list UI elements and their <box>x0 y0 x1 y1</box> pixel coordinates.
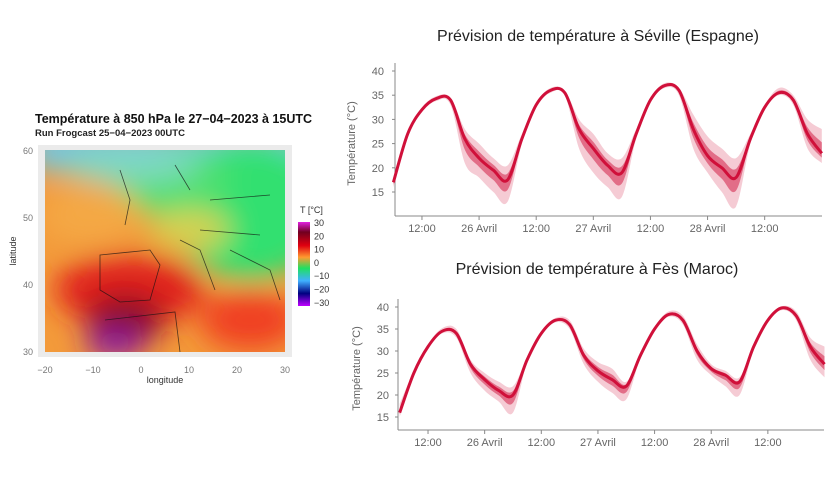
x-tick: −20 <box>37 365 52 375</box>
y-tick: 60 <box>23 146 33 156</box>
y-tick-label: 40 <box>377 302 389 314</box>
y-tick-label: 15 <box>377 412 389 424</box>
y-tick-label: 30 <box>372 114 384 126</box>
x-tick-label: 27 Avril <box>575 223 611 235</box>
median-line <box>398 306 826 414</box>
y-tick-label: 40 <box>372 66 384 78</box>
x-tick-label: 28 Avril <box>693 437 729 449</box>
x-tick: 30 <box>280 365 290 375</box>
y-axis-label: Température (°C) <box>351 326 363 410</box>
colorbar-tick: 30 <box>314 218 324 228</box>
y-tick-label: 30 <box>377 346 389 358</box>
fes-forecast-chart: Prévision de température à Fès (Maroc) 40… <box>351 261 826 449</box>
x-tick: 10 <box>184 365 194 375</box>
y-tick-label: 20 <box>377 390 389 402</box>
x-tick-label: 28 Avril <box>690 223 726 235</box>
y-tick-label: 25 <box>377 368 389 380</box>
outer-ensemble-band <box>399 305 825 417</box>
x-tick-label: 27 Avril <box>580 437 616 449</box>
y-tick-label: 15 <box>372 187 384 199</box>
map-axes: −20 −10 0 10 20 30 30 40 50 60 longitude… <box>8 146 290 385</box>
x-axis-label: longitude <box>147 375 184 385</box>
x-tick-label: 12:00 <box>754 437 782 449</box>
chart-title: Prévision de température à Fès (Maroc) <box>456 261 739 278</box>
x-tick-label: 12:00 <box>408 223 436 235</box>
y-tick-label: 25 <box>372 139 384 151</box>
map-subtitle: Run Frogcast 25−04−2023 00UTC <box>35 128 185 139</box>
x-tick-label: 26 Avril <box>461 223 497 235</box>
x-tick: −10 <box>85 365 100 375</box>
map-title: Température à 850 hPa le 27−04−2023 à 15… <box>35 112 312 126</box>
y-tick: 30 <box>23 347 33 357</box>
map-legend: T [°C] 30 20 10 0 −10 −20 −30 <box>298 205 329 308</box>
inner-ensemble-band <box>393 83 822 193</box>
temperature-map: Température à 850 hPa le 27−04−2023 à 15… <box>8 112 329 385</box>
y-tick-label: 35 <box>372 90 384 102</box>
colorbar-tick: 0 <box>314 258 319 268</box>
seville-forecast-chart: Prévision de température à Séville (Espa… <box>346 28 824 235</box>
inner-ensemble-band <box>399 306 825 415</box>
coastlines <box>99 164 281 352</box>
x-tick: 0 <box>138 365 143 375</box>
x-tick-label: 12:00 <box>641 437 669 449</box>
x-tick-label: 12:00 <box>751 223 779 235</box>
x-tick-label: 26 Avril <box>467 437 503 449</box>
x-tick: 20 <box>232 365 242 375</box>
y-tick: 40 <box>23 280 33 290</box>
y-tick-label: 20 <box>372 163 384 175</box>
y-axis-label: latitude <box>8 236 18 265</box>
colorbar-tick: −10 <box>314 271 329 281</box>
colorbar <box>298 222 310 306</box>
y-axis-label: Température (°C) <box>346 101 358 185</box>
y-tick: 50 <box>23 213 33 223</box>
x-tick-label: 12:00 <box>414 437 442 449</box>
colorbar-tick: −20 <box>314 285 329 295</box>
map-field <box>45 150 285 352</box>
outer-ensemble-band <box>393 82 822 209</box>
colorbar-tick: 10 <box>314 245 324 255</box>
x-tick-label: 12:00 <box>637 223 665 235</box>
legend-title: T [°C] <box>300 205 323 215</box>
y-tick-label: 35 <box>377 324 389 336</box>
x-tick-label: 12:00 <box>528 437 556 449</box>
x-tick-label: 12:00 <box>522 223 550 235</box>
chart-title: Prévision de température à Séville (Espa… <box>437 28 759 45</box>
colorbar-tick: −30 <box>314 298 329 308</box>
colorbar-tick: 20 <box>314 231 324 241</box>
